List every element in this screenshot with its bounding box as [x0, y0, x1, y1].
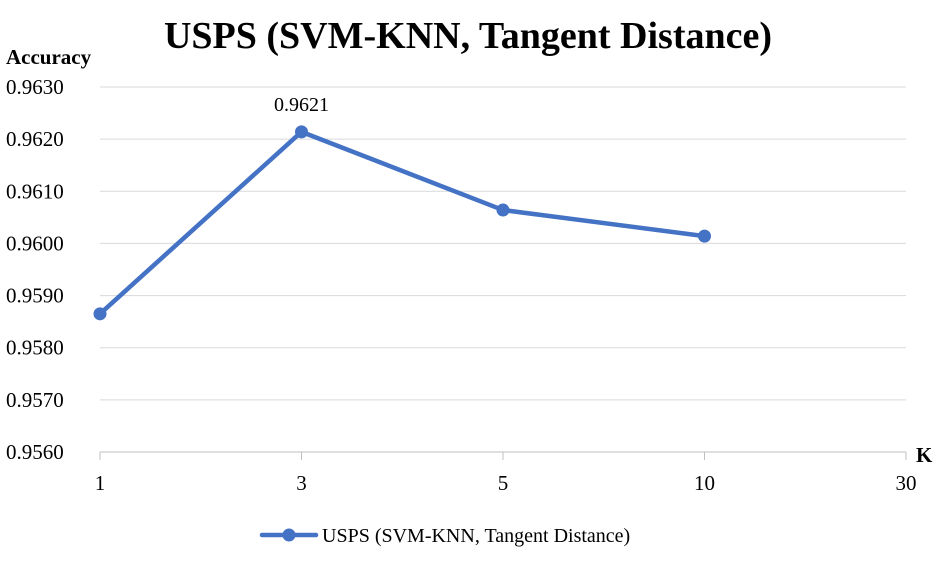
y-tick-label: 0.9630	[6, 75, 64, 99]
series-layer	[93, 125, 711, 321]
x-tick-labels: 1 3 5 10 30	[95, 471, 917, 495]
y-tick-label: 0.9590	[6, 284, 64, 308]
y-tick-label: 0.9610	[6, 179, 64, 203]
y-tick-label: 0.9600	[6, 231, 64, 255]
x-tick-label: 1	[95, 471, 106, 495]
data-point-marker	[698, 229, 711, 243]
data-label: 0.9621	[274, 94, 329, 116]
data-point-marker	[93, 307, 107, 321]
series-line	[97, 129, 707, 317]
y-tick-label: 0.9570	[6, 388, 64, 412]
data-point-marker	[496, 203, 510, 217]
y-tick-label: 0.9560	[6, 440, 64, 464]
data-labels: 0.9621	[274, 94, 329, 116]
x-tick-label: 30	[896, 471, 917, 495]
y-tick-labels: 0.9630 0.9620 0.9610 0.9600 0.9590 0.9580 0.95…	[6, 75, 64, 464]
x-tick-label: 10	[694, 471, 715, 495]
legend: USPS (SVM-KNN, Tangent Distance)	[259, 525, 630, 547]
x-axis-label: K	[916, 443, 933, 467]
legend-marker	[282, 528, 296, 542]
chart-title: USPS (SVM-KNN, Tangent Distance)	[164, 15, 772, 57]
gridlines	[99, 86, 907, 460]
y-tick-label: 0.9620	[6, 127, 64, 151]
legend-label: USPS (SVM-KNN, Tangent Distance)	[322, 525, 630, 547]
y-tick-label: 0.9580	[6, 336, 64, 360]
x-tick-label: 5	[498, 471, 509, 495]
y-axis-label: Accuracy	[6, 45, 92, 69]
data-point-marker	[295, 125, 308, 139]
x-tick-label: 3	[296, 471, 307, 495]
